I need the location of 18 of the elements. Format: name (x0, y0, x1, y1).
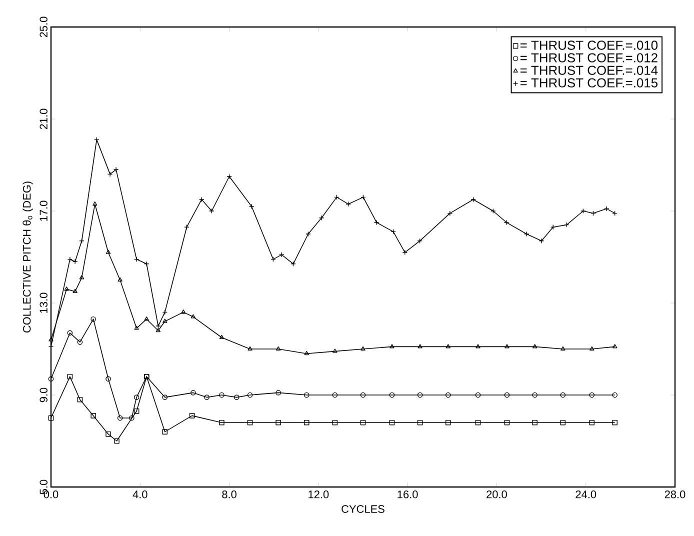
x-axis-title: CYCLES (342, 505, 384, 513)
y-tick-label: 13.0 (40, 292, 48, 313)
x-tick-label: 24.0 (576, 490, 596, 498)
y-tick-label: 9.0 (40, 388, 48, 402)
legend-label: = THRUST COEF.=.012 (520, 53, 658, 62)
x-tick-label: 4.0 (132, 490, 148, 498)
x-tick-label: 8.0 (222, 490, 236, 498)
y-tick-label: 21.0 (40, 108, 48, 130)
x-tick-label: 28.0 (664, 490, 686, 498)
legend-label: = THRUST COEF.=.010 (520, 40, 658, 50)
legend-label: = THRUST COEF.=.014 (520, 66, 658, 75)
y-tick-label: 25.0 (40, 16, 48, 38)
y-axis-title: COLLECTIVE PITCH θ$_{o}$ (DEG) (22, 182, 33, 332)
legend-label: = THRUST COEF.=.015 (520, 78, 658, 88)
x-tick-label: 16.0 (398, 490, 418, 498)
y-tick-label: 17.0 (40, 200, 48, 221)
x-tick-label: 20.0 (486, 490, 507, 498)
x-tick-label: 12.0 (308, 490, 329, 498)
